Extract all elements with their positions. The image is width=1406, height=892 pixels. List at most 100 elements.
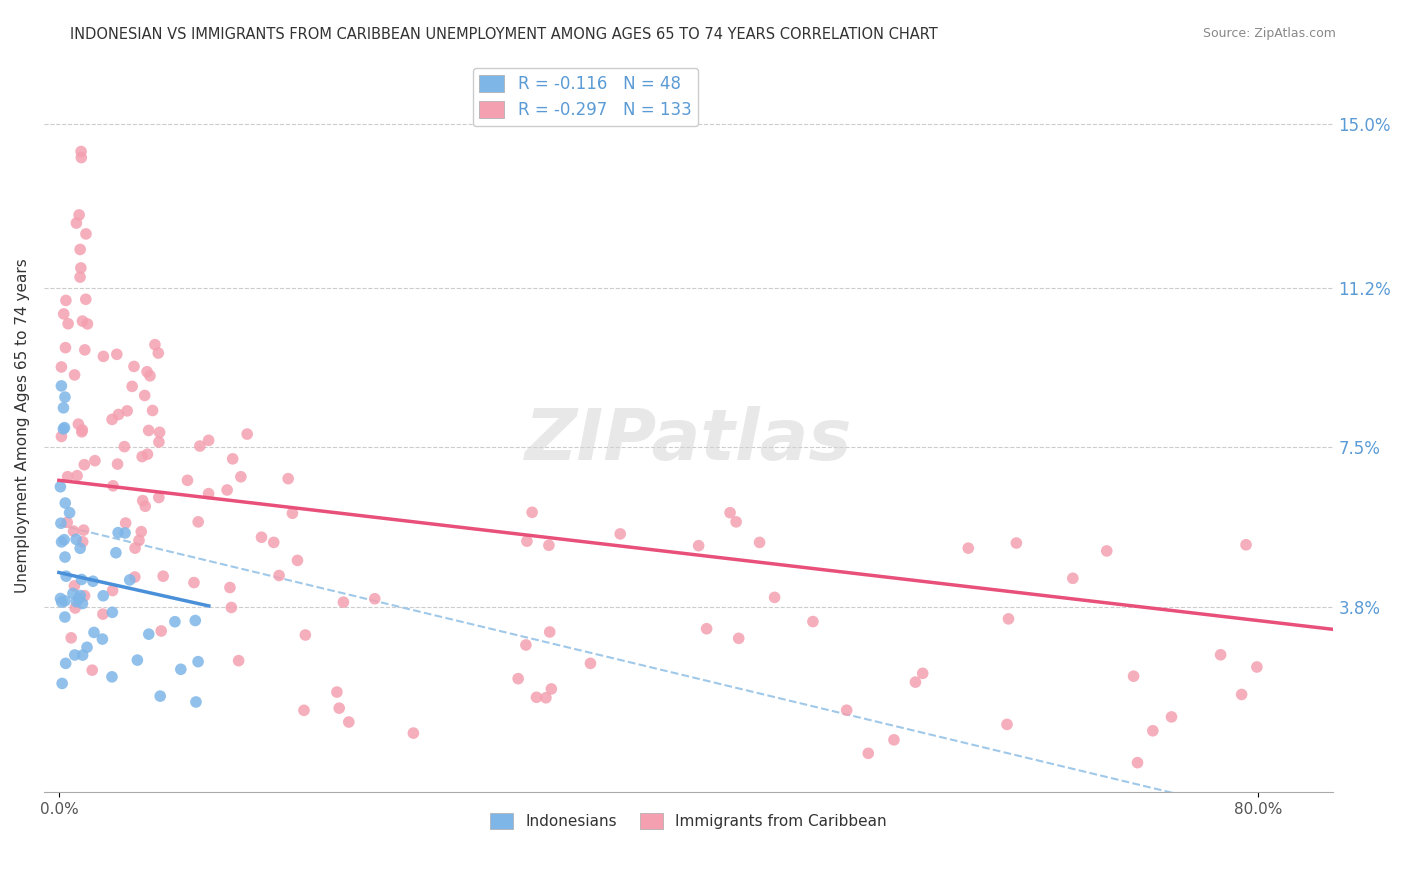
Point	[136, 447, 159, 461]
Point	[727, 632, 749, 646]
Point	[73, 589, 96, 603]
Point	[148, 491, 170, 505]
Point	[997, 612, 1019, 626]
Point	[53, 533, 76, 547]
Point	[163, 615, 186, 629]
Point	[508, 672, 530, 686]
Point	[131, 493, 153, 508]
Point	[51, 379, 73, 393]
Point	[63, 648, 86, 662]
Point	[73, 343, 96, 357]
Point	[883, 732, 905, 747]
Point	[127, 653, 149, 667]
Point	[49, 516, 72, 531]
Point	[53, 594, 76, 608]
Point	[688, 539, 710, 553]
Point	[69, 589, 91, 603]
Point	[55, 341, 77, 355]
Point	[1122, 669, 1144, 683]
Legend: Indonesians, Immigrants from Caribbean: Indonesians, Immigrants from Caribbean	[484, 807, 893, 836]
Point	[122, 359, 145, 374]
Point	[1246, 660, 1268, 674]
Point	[1126, 756, 1149, 770]
Point	[70, 145, 93, 159]
Point	[1062, 571, 1084, 585]
Point	[148, 435, 170, 450]
Point	[183, 575, 205, 590]
Point	[124, 541, 146, 556]
Point	[294, 628, 316, 642]
Point	[520, 505, 543, 519]
Point	[67, 208, 90, 222]
Point	[58, 506, 80, 520]
Point	[152, 569, 174, 583]
Point	[858, 747, 880, 761]
Point	[148, 346, 170, 360]
Point	[537, 538, 560, 552]
Point	[1142, 723, 1164, 738]
Point	[51, 535, 73, 549]
Point	[1160, 710, 1182, 724]
Point	[995, 717, 1018, 731]
Point	[219, 581, 242, 595]
Point	[197, 434, 219, 448]
Point	[332, 595, 354, 609]
Point	[229, 470, 252, 484]
Text: INDONESIAN VS IMMIGRANTS FROM CARIBBEAN UNEMPLOYMENT AMONG AGES 65 TO 74 YEARS C: INDONESIAN VS IMMIGRANTS FROM CARIBBEAN …	[70, 27, 938, 42]
Point	[221, 600, 243, 615]
Point	[188, 439, 211, 453]
Point	[184, 695, 207, 709]
Point	[718, 506, 741, 520]
Point	[114, 525, 136, 540]
Point	[76, 640, 98, 655]
Point	[107, 457, 129, 471]
Point	[55, 569, 77, 583]
Point	[101, 605, 124, 619]
Point	[56, 469, 79, 483]
Point	[748, 535, 770, 549]
Point	[55, 657, 77, 671]
Point	[69, 243, 91, 257]
Point	[835, 703, 858, 717]
Point	[67, 591, 90, 606]
Point	[53, 610, 76, 624]
Point	[142, 403, 165, 417]
Point	[101, 670, 124, 684]
Point	[1209, 648, 1232, 662]
Point	[136, 365, 159, 379]
Point	[134, 500, 156, 514]
Point	[138, 424, 160, 438]
Point	[75, 227, 97, 241]
Point	[52, 401, 75, 415]
Point	[326, 685, 349, 699]
Point	[579, 657, 602, 671]
Point	[91, 632, 114, 646]
Point	[107, 525, 129, 540]
Point	[526, 690, 548, 705]
Point	[538, 624, 561, 639]
Point	[65, 533, 87, 547]
Point	[269, 568, 291, 582]
Point	[184, 614, 207, 628]
Point	[534, 690, 557, 705]
Point	[107, 408, 129, 422]
Point	[72, 648, 94, 662]
Point	[176, 473, 198, 487]
Point	[82, 663, 104, 677]
Point	[104, 546, 127, 560]
Point	[1095, 544, 1118, 558]
Point	[72, 597, 94, 611]
Point	[138, 627, 160, 641]
Point	[337, 714, 360, 729]
Point	[101, 479, 124, 493]
Point	[56, 317, 79, 331]
Point	[69, 270, 91, 285]
Point	[957, 541, 980, 556]
Point	[134, 388, 156, 402]
Point	[70, 260, 93, 275]
Point	[76, 317, 98, 331]
Point	[540, 681, 562, 696]
Point	[515, 638, 537, 652]
Point	[112, 440, 135, 454]
Point	[170, 662, 193, 676]
